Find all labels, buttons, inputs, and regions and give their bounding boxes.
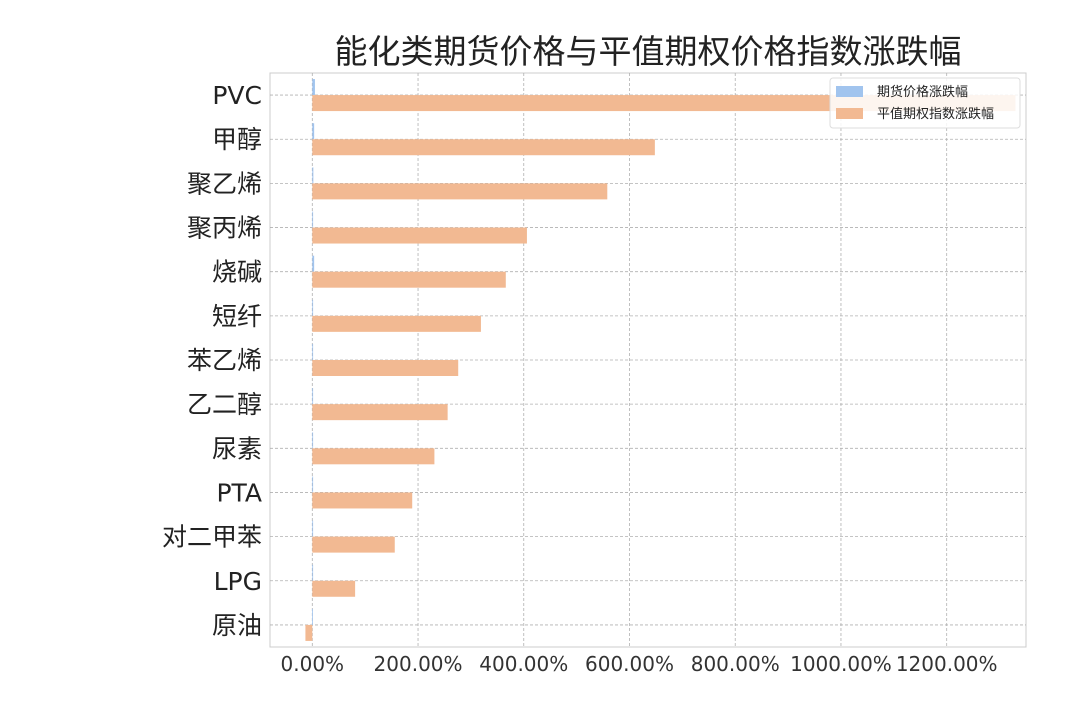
x-tick-label: 1200.00% <box>896 652 998 676</box>
legend-label-futures: 期货价格涨跌幅 <box>877 84 968 100</box>
y-tick-label: 苯乙烯 <box>187 346 262 375</box>
bar-futures-change <box>312 388 314 405</box>
y-tick-label: LPG <box>214 567 262 596</box>
y-tick-label: 乙二醇 <box>187 390 262 419</box>
bar-futures-change <box>312 255 315 272</box>
legend-box <box>829 77 1021 129</box>
bar-futures-change <box>312 432 314 449</box>
bar-option-index-change <box>312 492 413 509</box>
bar-option-index-change <box>312 139 655 156</box>
x-tick-labels: 0.00% 200.00% 400.00% 600.00% 800.00% 1000.00… <box>281 652 998 676</box>
y-tick-label: PVC <box>212 81 262 110</box>
bar-futures-change <box>312 344 314 360</box>
bar-option-index-change <box>312 448 435 465</box>
bar-option-index-change <box>312 227 527 244</box>
x-tick-label: 600.00% <box>585 652 674 676</box>
legend-swatch-options <box>836 108 863 119</box>
bar-futures-change <box>312 211 314 228</box>
y-tick-label: 甲醇 <box>212 125 262 154</box>
x-tick-label: 0.00% <box>281 652 345 676</box>
bar-futures-change <box>312 476 314 493</box>
bar-option-index-change <box>312 404 448 421</box>
bar-option-index-change <box>312 360 459 376</box>
x-tick-label: 1000.00% <box>790 652 892 676</box>
legend-swatch-futures <box>836 86 863 97</box>
legend-label-options: 平值期权指数涨跌幅 <box>877 106 994 122</box>
legend: 期货价格涨跌幅 平值期权指数涨跌幅 <box>829 77 1021 129</box>
bar-futures-change <box>312 167 314 184</box>
y-tick-label: 聚丙烯 <box>187 214 262 243</box>
y-tick-label: 原油 <box>212 611 262 640</box>
y-tick-label: 短纤 <box>212 302 262 331</box>
bar-option-index-change <box>312 536 395 553</box>
y-tick-label: 对二甲苯 <box>162 523 262 552</box>
x-tick-label: 800.00% <box>691 652 780 676</box>
bar-option-index-change <box>312 271 506 288</box>
bar-futures-change <box>312 608 313 625</box>
y-tick-label: PTA <box>216 478 262 507</box>
bar-futures-change <box>312 520 314 537</box>
bar-futures-change <box>312 79 315 96</box>
x-tick-label: 200.00% <box>374 652 463 676</box>
bar-option-index-change <box>312 183 608 200</box>
chart-title: 能化类期货价格与平值期权价格指数涨跌幅 <box>335 32 962 71</box>
y-tick-label: 烧碱 <box>212 258 262 287</box>
bar-option-index-change <box>305 624 313 641</box>
y-tick-label: 尿素 <box>212 434 262 463</box>
x-tick-label: 400.00% <box>479 652 568 676</box>
bar-option-index-change <box>312 580 356 597</box>
bar-futures-change <box>312 123 315 140</box>
bar-futures-change <box>312 564 314 581</box>
y-tick-label: 聚乙烯 <box>187 169 262 198</box>
bar-futures-change <box>312 299 314 316</box>
bar-option-index-change <box>312 315 481 332</box>
